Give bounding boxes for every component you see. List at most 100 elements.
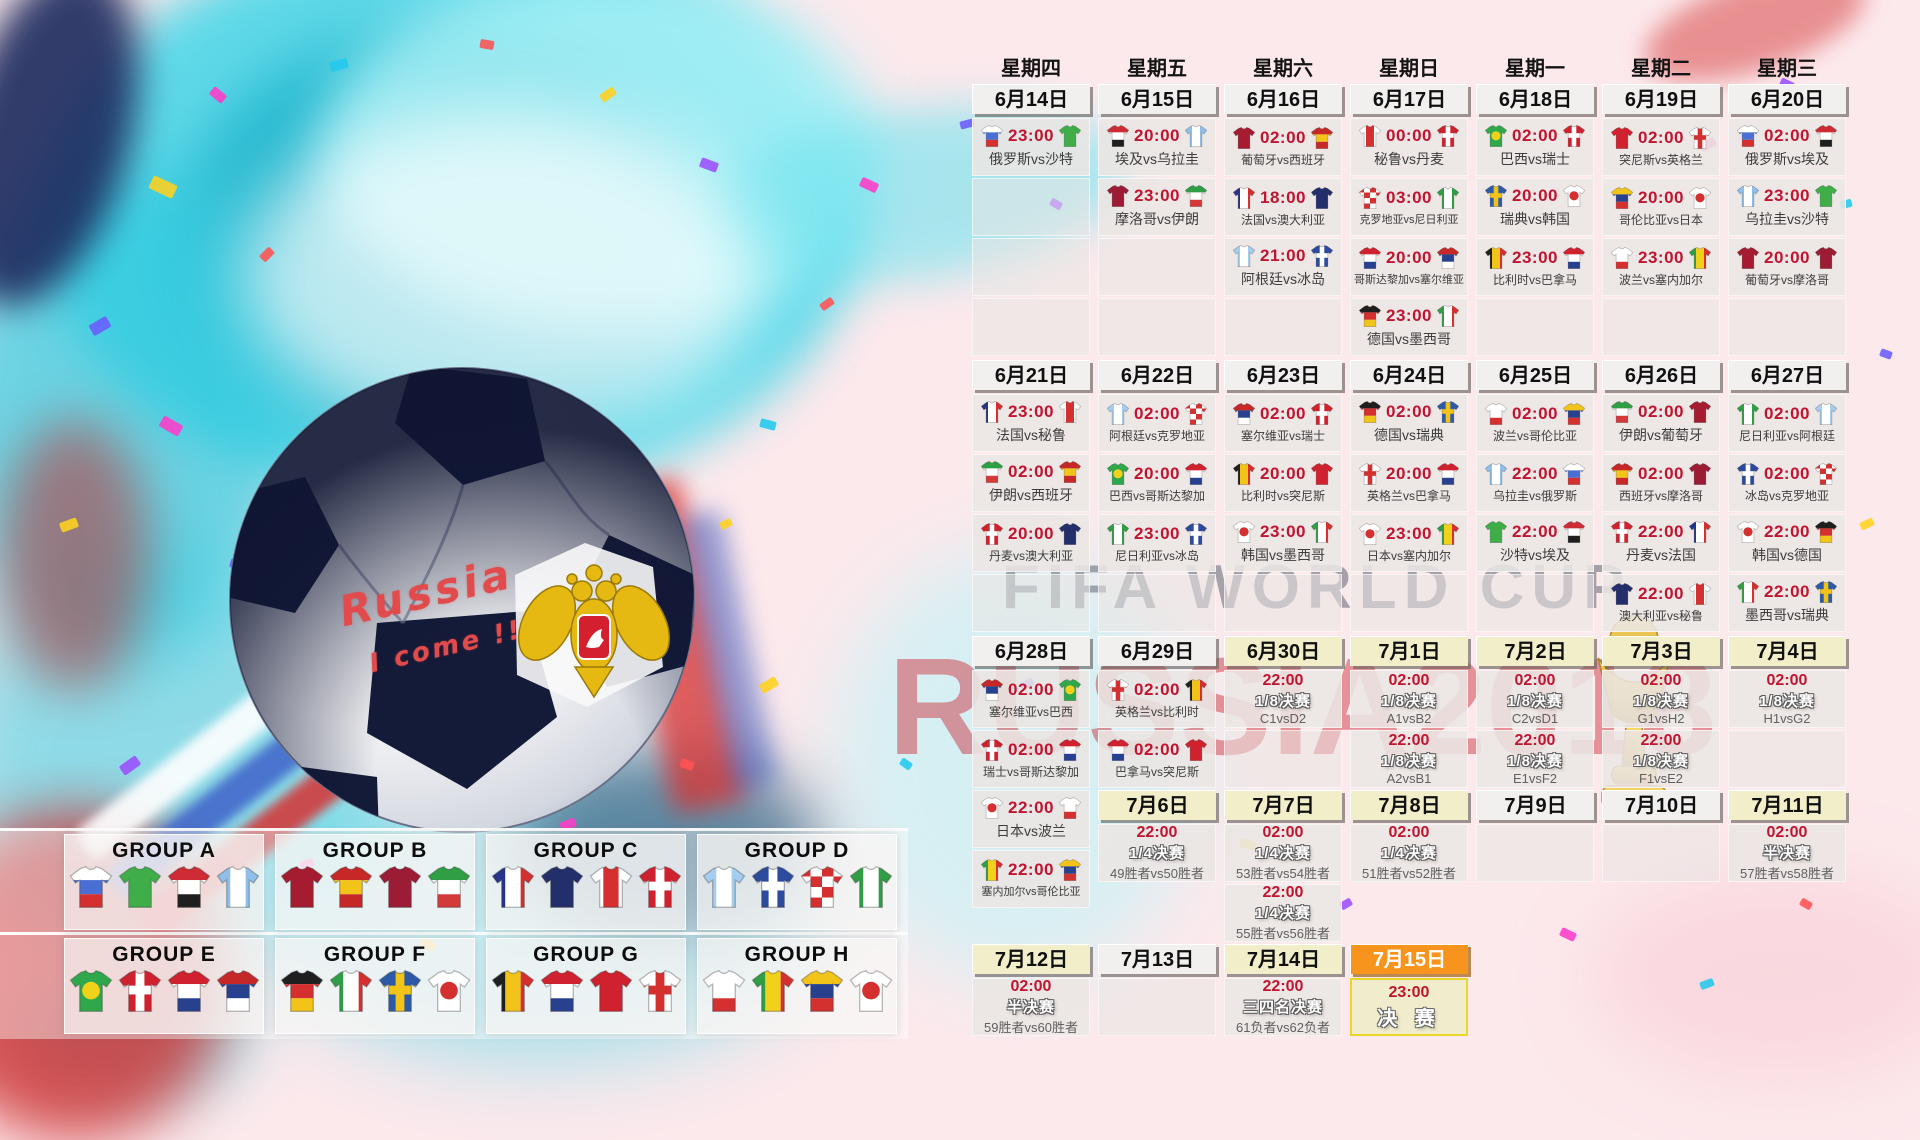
match-teams: 波兰vs塞内加尔 — [1618, 272, 1703, 287]
knockout-cell: 02:00 1/4决赛 53胜者vs54胜者 — [1224, 824, 1342, 882]
team-jersey-IS — [1184, 522, 1208, 545]
team-jersey-DK — [980, 522, 1004, 545]
empty-cell — [972, 298, 1090, 356]
date-header: 6月29日 — [1098, 636, 1216, 666]
match-time-row: 02:00 — [1603, 401, 1719, 423]
team-jersey-UY — [1484, 462, 1508, 485]
match-time-row: 23:00 — [1603, 246, 1719, 269]
knockout-stage: 1/8决赛 — [1507, 693, 1563, 710]
date-header: 6月28日 — [972, 636, 1090, 666]
match-cell: 02:00 葡萄牙vs西班牙 — [1224, 118, 1342, 176]
team-jersey-EG — [1814, 125, 1838, 147]
match-teams: 乌拉圭vs沙特 — [1745, 211, 1829, 227]
weekday-label: 星期六 — [1253, 58, 1313, 80]
match-teams: 巴西vs瑞士 — [1500, 151, 1570, 167]
match-cell: 20:00 哥斯达黎加vs塞尔维亚 — [1350, 238, 1468, 296]
knockout-cell: 22:00 三四名决赛 61负者vs62负者 — [1224, 978, 1342, 1036]
match-time: 02:00 — [1262, 824, 1304, 841]
match-time-row: 02:00 — [1225, 126, 1341, 149]
match-time: 02:00 — [1512, 126, 1558, 145]
match-time: 02:00 — [1008, 739, 1054, 759]
team-jersey-SN — [980, 859, 1004, 881]
knockout-teams: C1vsD2 — [1259, 711, 1307, 726]
match-teams: 丹麦vs澳大利亚 — [988, 548, 1073, 563]
team-jersey-RU — [1736, 125, 1760, 147]
team-jersey-RS — [980, 678, 1004, 701]
team-jersey-JP — [1358, 522, 1382, 545]
match-time: 20:00 — [1638, 187, 1684, 207]
knockout-stage: 1/8决赛 — [1381, 753, 1437, 770]
date-header: 6月17日 — [1350, 84, 1468, 114]
date-header: 6月14日 — [972, 84, 1090, 114]
match-teams: 英格兰vs巴拿马 — [1366, 488, 1451, 503]
match-teams: 哥伦比亚vs日本 — [1618, 212, 1703, 227]
date-header: 7月15日 — [1350, 944, 1468, 974]
match-cell: 02:00 冰岛vs克罗地亚 — [1728, 454, 1846, 512]
team-jersey-TN — [1184, 738, 1208, 761]
team-jersey-IS — [1310, 245, 1334, 267]
match-time: 20:00 — [1512, 186, 1558, 205]
date-header: 6月15日 — [1098, 84, 1216, 114]
match-teams: 澳大利亚vs秘鲁 — [1618, 608, 1703, 623]
team-jersey-PL — [1484, 402, 1508, 425]
match-time-row: 23:00 — [973, 125, 1089, 147]
knockout-teams: C2vsD1 — [1511, 711, 1559, 726]
empty-cell — [1224, 574, 1342, 632]
empty-cell — [1602, 824, 1720, 882]
match-cell: 02:00 俄罗斯vs埃及 — [1728, 118, 1846, 176]
match-teams: 瑞士vs哥斯达黎加 — [982, 764, 1079, 779]
final-label: 决 赛 — [1377, 1007, 1441, 1030]
match-teams: 俄罗斯vs埃及 — [1745, 151, 1829, 167]
match-time: 22:00 — [1638, 583, 1684, 603]
team-jersey-HR — [1358, 187, 1382, 209]
match-time: 23:00 — [1638, 247, 1684, 267]
match-time: 02:00 — [1514, 672, 1556, 689]
team-jersey-CH — [980, 738, 1004, 761]
knockout-cell: 02:00 1/8决赛 H1vsG2 — [1728, 670, 1846, 728]
knockout-stage: 半决赛 — [1762, 845, 1811, 862]
date-header: 6月23日 — [1224, 360, 1342, 390]
date-header: 7月3日 — [1602, 636, 1720, 666]
match-time: 22:00 — [1512, 522, 1558, 541]
match-teams: 尼日利亚vs阿根廷 — [1738, 428, 1835, 443]
match-teams: 尼日利亚vs冰岛 — [1114, 548, 1199, 563]
match-time: 23:00 — [1764, 186, 1810, 205]
empty-cell — [1350, 574, 1468, 632]
date-header: 6月20日 — [1728, 84, 1846, 114]
match-cell: 23:00 乌拉圭vs沙特 — [1728, 178, 1846, 236]
match-time: 22:00 — [1388, 732, 1430, 749]
knockout-teams: A2vsB1 — [1386, 771, 1432, 786]
match-teams: 法国vs秘鲁 — [996, 427, 1066, 443]
match-time: 20:00 — [1134, 463, 1180, 483]
match-time-row: 23:00 — [1351, 305, 1467, 327]
team-jersey-SE — [1484, 185, 1508, 207]
match-cell: 23:00 比利时vs巴拿马 — [1476, 238, 1594, 296]
match-time: 03:00 — [1386, 188, 1432, 207]
team-jersey-PA — [1562, 246, 1586, 269]
match-time-row: 23:00 — [1477, 246, 1593, 269]
team-jersey-SA — [1484, 521, 1508, 543]
match-time-row: 02:00 — [1603, 462, 1719, 485]
knockout-cell: 02:00 半决赛 57胜者vs58胜者 — [1728, 824, 1846, 882]
knockout-stage: 1/8决赛 — [1633, 753, 1689, 770]
match-time: 02:00 — [1134, 739, 1180, 759]
match-time-row: 20:00 — [1099, 462, 1215, 485]
date-header: 7月10日 — [1602, 790, 1720, 820]
knockout-cell: 22:00 1/8决赛 C1vsD2 — [1224, 670, 1342, 728]
match-time: 23:00 — [1388, 983, 1430, 1001]
empty-cell — [1098, 238, 1216, 296]
team-jersey-MX — [1310, 521, 1334, 543]
team-jersey-PA — [1436, 462, 1460, 485]
match-time: 02:00 — [1638, 402, 1684, 421]
knockout-stage: 1/8决赛 — [1507, 753, 1563, 770]
match-time-row: 22:00 — [1603, 521, 1719, 543]
match-time: 02:00 — [1008, 462, 1054, 481]
match-time-row: 21:00 — [1225, 245, 1341, 267]
match-time-row: 02:00 — [1099, 678, 1215, 701]
knockout-teams: 53胜者vs54胜者 — [1236, 866, 1330, 881]
team-jersey-DK — [1436, 125, 1460, 147]
team-jersey-MA — [1688, 462, 1712, 485]
match-time-row: 02:00 — [1099, 402, 1215, 425]
date-header: 7月14日 — [1224, 944, 1342, 974]
match-cell: 20:00 埃及vs乌拉圭 — [1098, 118, 1216, 176]
